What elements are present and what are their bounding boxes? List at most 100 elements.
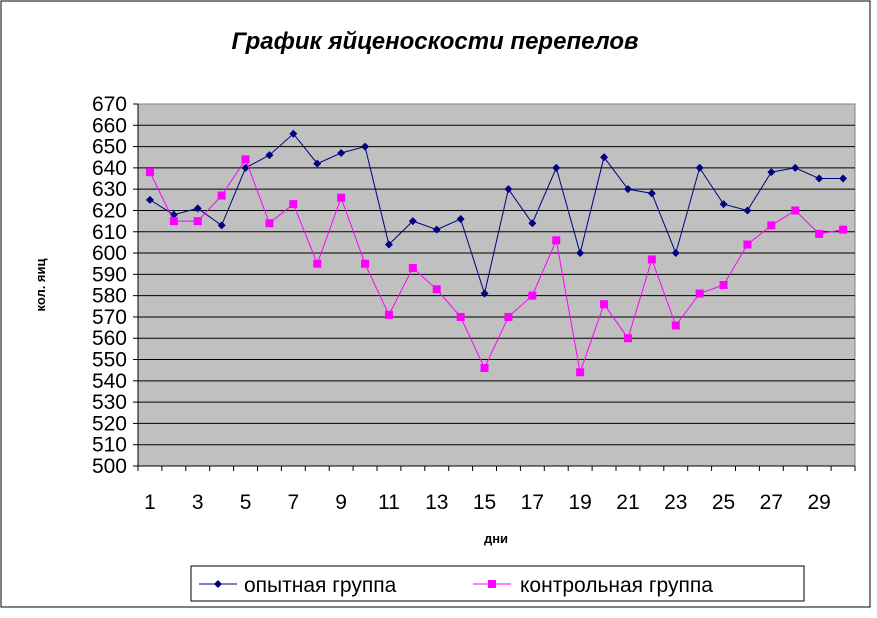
data-point-1	[600, 300, 609, 309]
y-tick-label: 600	[92, 242, 127, 265]
data-point-0	[623, 185, 632, 194]
series-layer	[145, 129, 848, 377]
data-point-0	[767, 168, 776, 177]
legend-marker-control	[488, 580, 496, 588]
x-tick-label: 25	[712, 491, 735, 514]
data-point-0	[432, 225, 441, 234]
legend: опытная группа контрольная группа	[190, 565, 805, 602]
data-point-1	[528, 291, 537, 300]
data-point-1	[719, 281, 728, 289]
y-tick-label: 630	[92, 178, 127, 201]
data-point-1	[576, 368, 585, 377]
plot-area	[137, 103, 856, 467]
y-axis-ticks: 5005105205305405505605705805906006106206…	[92, 93, 138, 478]
data-point-1	[289, 200, 298, 209]
data-point-0	[671, 249, 680, 258]
data-point-0	[552, 163, 561, 172]
data-point-0	[695, 163, 704, 172]
x-tick-label: 21	[616, 491, 639, 514]
data-point-1	[408, 263, 417, 272]
data-point-1	[432, 285, 441, 294]
y-tick-label: 520	[92, 412, 127, 435]
data-point-0	[815, 174, 824, 183]
x-tick-label: 7	[288, 491, 300, 514]
data-point-0	[361, 142, 370, 151]
data-point-1	[169, 217, 178, 226]
data-point-0	[217, 221, 226, 230]
y-tick-label: 550	[92, 349, 127, 372]
data-point-1	[456, 312, 465, 321]
y-tick-label: 580	[92, 285, 127, 308]
y-tick-label: 650	[92, 136, 127, 159]
x-tick-label: 17	[521, 491, 544, 514]
x-axis-ticks: 1 3 5 7 9 11 13 15 17 19 21 23 25 27 29	[137, 466, 856, 514]
data-point-0	[145, 195, 154, 204]
x-tick-label: 29	[807, 491, 830, 514]
x-tick-label: 3	[192, 491, 204, 514]
data-point-0	[408, 217, 417, 226]
data-point-0	[576, 249, 585, 258]
data-point-0	[600, 153, 609, 162]
legend-label-experimental: опытная группа	[244, 574, 397, 597]
x-tick-label: 11	[378, 491, 400, 514]
y-tick-label: 610	[92, 221, 127, 244]
data-point-0	[839, 174, 848, 183]
data-point-0	[791, 163, 800, 172]
data-point-1	[480, 364, 489, 373]
data-point-1	[623, 334, 632, 343]
data-point-0	[647, 189, 656, 198]
x-axis-label: дни	[484, 531, 508, 546]
x-tick-label: 9	[335, 491, 347, 514]
data-point-0	[504, 185, 513, 194]
data-point-1	[671, 321, 680, 330]
data-point-0	[528, 219, 537, 228]
x-tick-label: 1	[144, 491, 156, 514]
data-point-1	[743, 240, 752, 249]
legend-marker-experimental	[214, 580, 222, 588]
data-point-1	[337, 193, 346, 202]
y-tick-label: 620	[92, 199, 127, 222]
data-point-1	[217, 191, 226, 200]
data-point-1	[695, 289, 704, 298]
y-tick-label: 660	[92, 114, 127, 137]
data-point-1	[647, 255, 656, 264]
y-tick-label: 670	[92, 93, 127, 116]
y-tick-label: 510	[92, 434, 127, 457]
x-tick-label: 23	[664, 491, 687, 514]
data-point-1	[815, 229, 824, 238]
y-tick-label: 530	[92, 391, 127, 414]
y-tick-label: 640	[92, 157, 127, 180]
x-tick-label: 19	[568, 491, 591, 514]
data-point-0	[265, 151, 274, 160]
grid	[138, 124, 855, 446]
y-tick-label: 500	[92, 455, 127, 478]
legend-label-control: контрольная группа	[520, 574, 713, 597]
data-point-1	[361, 259, 370, 268]
y-tick-label: 560	[92, 327, 127, 350]
y-tick-label: 540	[92, 370, 127, 393]
data-point-1	[241, 155, 250, 164]
data-point-0	[480, 289, 489, 298]
data-point-0	[456, 214, 465, 223]
y-axis-label: кол. яиц	[33, 258, 48, 311]
data-point-0	[313, 159, 322, 168]
chart-title: График яйценоскости перепелов	[231, 28, 638, 55]
data-point-0	[743, 206, 752, 215]
x-tick-label: 5	[240, 491, 252, 514]
x-tick-label: 27	[760, 491, 783, 514]
x-tick-label: 13	[425, 491, 448, 514]
data-point-1	[145, 168, 154, 177]
y-tick-label: 570	[92, 306, 127, 329]
data-point-1	[265, 219, 274, 228]
series-line-0	[149, 133, 843, 296]
y-tick-label: 590	[92, 263, 127, 286]
data-point-1	[384, 310, 393, 319]
data-point-0	[384, 240, 393, 249]
data-point-1	[552, 236, 561, 245]
data-point-1	[193, 217, 202, 226]
x-tick-label: 15	[473, 491, 496, 514]
data-point-1	[504, 312, 513, 321]
data-point-0	[193, 204, 202, 213]
data-point-1	[313, 259, 322, 268]
